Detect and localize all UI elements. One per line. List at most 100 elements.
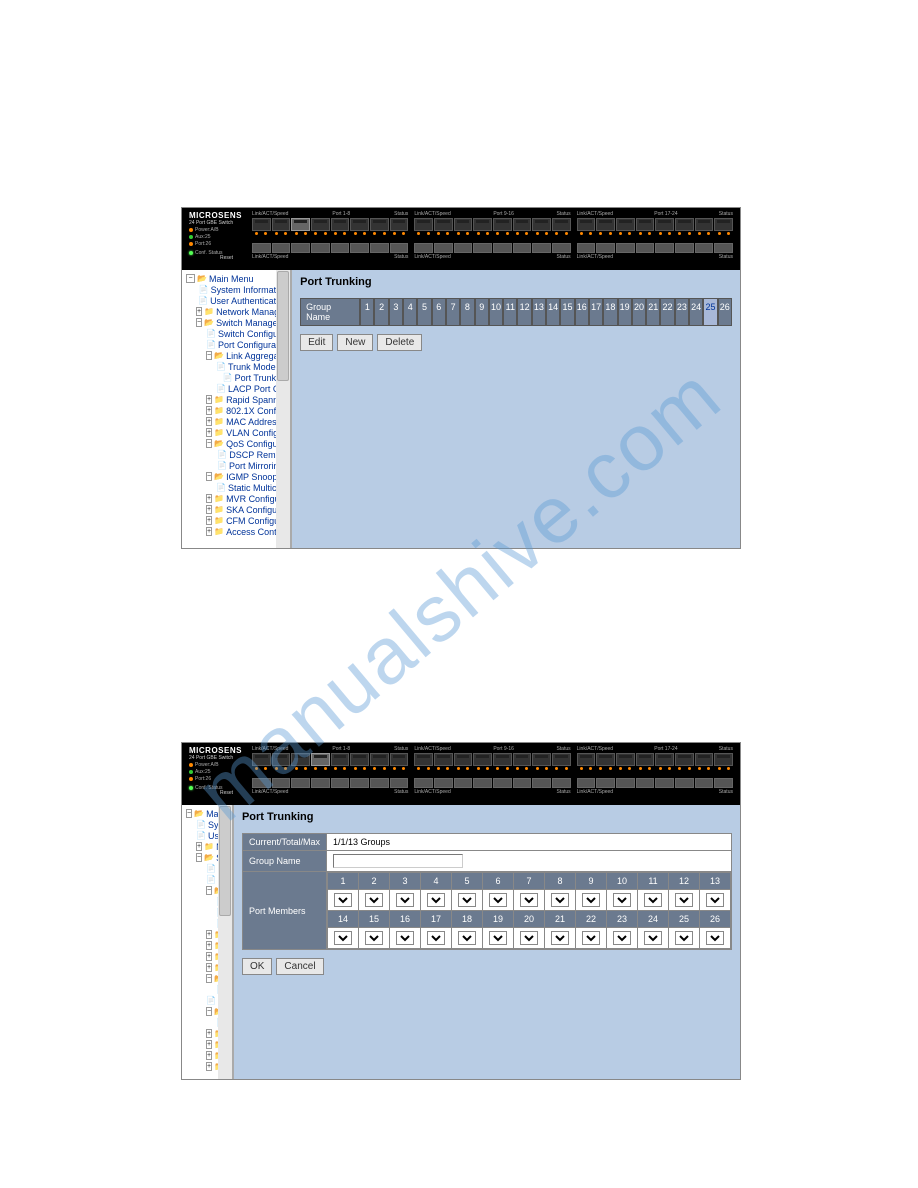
ok-button[interactable]: OK [242, 958, 272, 975]
expand-icon[interactable]: − [186, 274, 195, 283]
rj-port[interactable] [513, 753, 532, 766]
tree-item[interactable]: Port Configuration [184, 339, 288, 350]
tree-item[interactable]: −Link Aggregation [184, 350, 288, 361]
rj-port[interactable] [616, 753, 635, 766]
tree-item[interactable]: Switch Configuration [184, 328, 288, 339]
tree-item[interactable]: Port Mirroring [184, 460, 288, 471]
rj-port[interactable] [272, 218, 291, 231]
tree-item[interactable]: DSCP Remark [184, 449, 288, 460]
rj-port[interactable] [390, 753, 409, 766]
sfp-port[interactable] [636, 243, 655, 253]
expand-icon[interactable]: + [206, 1029, 212, 1038]
group-cell[interactable]: 24 [689, 298, 703, 326]
tree-item[interactable]: Port Trunking [184, 372, 288, 383]
rj-port[interactable] [532, 753, 551, 766]
rj-port[interactable] [252, 218, 271, 231]
group-cell[interactable]: 10 [489, 298, 503, 326]
port-member-select[interactable]: - [396, 931, 414, 945]
expand-icon[interactable]: − [206, 439, 212, 448]
group-cell[interactable]: 9 [475, 298, 489, 326]
sfp-port[interactable] [552, 778, 571, 788]
group-cell[interactable]: 3 [389, 298, 403, 326]
rj-port[interactable] [513, 218, 532, 231]
sfp-port[interactable] [714, 778, 733, 788]
scrollbar-thumb[interactable] [277, 271, 289, 381]
expand-icon[interactable]: − [196, 853, 202, 862]
tree-item[interactable]: −Switch Management [184, 317, 288, 328]
sfp-port[interactable] [454, 778, 473, 788]
group-cell[interactable]: 16 [575, 298, 589, 326]
tree-item[interactable]: +Rapid Spanning Tree [184, 394, 288, 405]
sfp-port[interactable] [370, 778, 389, 788]
scrollbar[interactable] [276, 270, 290, 548]
group-cell[interactable]: 11 [503, 298, 517, 326]
sfp-port[interactable] [493, 778, 512, 788]
rj-port[interactable] [596, 218, 615, 231]
rj-port[interactable] [493, 218, 512, 231]
sfp-port[interactable] [252, 243, 271, 253]
tree-item[interactable]: −IGMP Snooping [184, 471, 288, 482]
sfp-port[interactable] [532, 243, 551, 253]
rj-port[interactable] [434, 753, 453, 766]
edit-button[interactable]: Edit [300, 334, 333, 351]
rj-port[interactable] [350, 218, 369, 231]
group-cell[interactable]: 1 [360, 298, 374, 326]
sfp-port[interactable] [331, 243, 350, 253]
rj-port[interactable] [577, 753, 596, 766]
sfp-port[interactable] [695, 778, 714, 788]
sfp-port[interactable] [577, 243, 596, 253]
rj-port[interactable] [616, 218, 635, 231]
rj-port[interactable] [552, 753, 571, 766]
expand-icon[interactable]: + [206, 1062, 212, 1071]
tree-item[interactable]: System Information [184, 284, 288, 295]
group-cell[interactable]: 6 [432, 298, 446, 326]
rj-port[interactable] [596, 753, 615, 766]
sfp-port[interactable] [552, 243, 571, 253]
port-member-select[interactable]: - [365, 931, 383, 945]
sfp-port[interactable] [350, 778, 369, 788]
port-member-select[interactable]: - [427, 931, 445, 945]
scrollbar[interactable] [218, 805, 232, 1079]
expand-icon[interactable]: + [206, 417, 212, 426]
rj-port[interactable] [414, 753, 433, 766]
tree-item[interactable]: +VLAN Configuration [184, 427, 288, 438]
group-cell[interactable]: 8 [460, 298, 474, 326]
expand-icon[interactable]: + [206, 395, 212, 404]
port-member-select[interactable]: - [675, 893, 693, 907]
group-cell[interactable]: 7 [446, 298, 460, 326]
sfp-port[interactable] [311, 243, 330, 253]
rj-port[interactable] [493, 753, 512, 766]
sfp-port[interactable] [616, 778, 635, 788]
sfp-port[interactable] [414, 243, 433, 253]
tree-item[interactable]: +802.1X Configuration [184, 405, 288, 416]
expand-icon[interactable]: − [206, 351, 212, 360]
port-member-select[interactable]: - [644, 893, 662, 907]
port-member-select[interactable]: - [334, 893, 352, 907]
rj-port[interactable] [291, 218, 310, 231]
rj-port[interactable] [473, 753, 492, 766]
sfp-port[interactable] [331, 778, 350, 788]
expand-icon[interactable]: + [206, 1051, 212, 1060]
rj-port[interactable] [473, 218, 492, 231]
sfp-port[interactable] [272, 243, 291, 253]
rj-port[interactable] [272, 753, 291, 766]
tree-item[interactable]: Trunk Mode Configuration [184, 361, 288, 372]
expand-icon[interactable]: − [206, 974, 212, 983]
cancel-button[interactable]: Cancel [276, 958, 323, 975]
rj-port[interactable] [390, 218, 409, 231]
group-cell[interactable]: 17 [589, 298, 603, 326]
group-cell[interactable]: 23 [675, 298, 689, 326]
rj-port[interactable] [695, 218, 714, 231]
expand-icon[interactable]: + [196, 307, 202, 316]
sfp-port[interactable] [454, 243, 473, 253]
expand-icon[interactable]: + [206, 941, 212, 950]
rj-port[interactable] [454, 753, 473, 766]
rj-port[interactable] [311, 753, 330, 766]
sfp-port[interactable] [291, 778, 310, 788]
rj-port[interactable] [655, 218, 674, 231]
sfp-port[interactable] [493, 243, 512, 253]
sfp-port[interactable] [272, 778, 291, 788]
sfp-port[interactable] [714, 243, 733, 253]
sfp-port[interactable] [291, 243, 310, 253]
expand-icon[interactable]: − [186, 809, 192, 818]
